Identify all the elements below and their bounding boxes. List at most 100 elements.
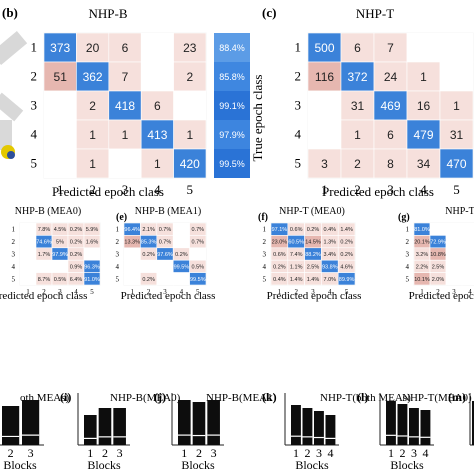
- x-tick-label: 5: [90, 288, 94, 296]
- matrix-cell: [140, 61, 174, 92]
- matrix-cell: [406, 32, 441, 63]
- cell-value: 500: [314, 41, 334, 55]
- cell-value: 8.7%: [38, 277, 51, 283]
- accuracy-cell: [214, 120, 250, 149]
- cell-value: 0.2%: [70, 252, 83, 258]
- y-tick-label: 5: [12, 275, 16, 283]
- x-tick-label: 3: [311, 288, 315, 296]
- cell-value: 8: [387, 157, 394, 171]
- matrix-cell: [35, 259, 53, 273]
- x-tick-label: 3: [211, 446, 217, 460]
- matrix-cell: [108, 119, 142, 150]
- x-tick-label: 3: [411, 446, 417, 460]
- accuracy-value: 99.1%: [219, 101, 245, 111]
- x-tick-label: 2: [102, 446, 108, 460]
- cell-value: 20.1%: [414, 240, 430, 246]
- y-axis-label: True epoch class: [250, 75, 265, 162]
- cell-value: 0.6%: [290, 227, 303, 233]
- arm-shape: [0, 92, 24, 122]
- cell-value: 1: [354, 128, 361, 142]
- x-tick-label: 3: [28, 446, 34, 460]
- cell-value: 96.4%: [124, 227, 140, 233]
- matrix-cell: [76, 148, 110, 179]
- matrix-cell: [445, 259, 463, 273]
- accuracy-cell: [214, 149, 250, 178]
- x-tick-label: 4: [180, 288, 184, 296]
- accuracy-value: 97.9%: [219, 130, 245, 140]
- cell-value: 0.5%: [192, 264, 205, 270]
- x-tick-label: 3: [58, 288, 62, 296]
- cell-value: 2.2%: [416, 264, 429, 270]
- cell-value: 10.8%: [430, 252, 446, 258]
- y-tick-label: 4: [406, 263, 410, 271]
- cell-value: 88.2%: [305, 252, 321, 258]
- matrix-cell: [445, 247, 463, 261]
- cell-value: 1: [154, 157, 161, 171]
- cell-value: 7: [122, 70, 129, 84]
- cell-value: 96.3%: [84, 264, 100, 270]
- matrix-cell: [172, 222, 190, 236]
- cell-value: 72.9%: [430, 240, 446, 246]
- matrix-cell: [461, 272, 474, 286]
- y-tick-label: 5: [116, 275, 120, 283]
- y-tick-label: 2: [31, 69, 38, 84]
- matrix-cell: [439, 90, 474, 121]
- y-tick-label: 5: [406, 275, 410, 283]
- cell-value: 1: [89, 128, 96, 142]
- x-tick-label: 5: [196, 288, 200, 296]
- confusion-matrix: 96.4% 2.1% 0.7% 0.7%13.3% 85.3% 0.7% 0.7%0.2% 9…: [116, 206, 216, 302]
- matrix-cell: [189, 272, 207, 286]
- cell-value: 10.1%: [414, 277, 430, 283]
- cell-value: 0.5%: [54, 277, 67, 283]
- matrix-cell: [43, 119, 77, 150]
- cell-value: 0.2%: [70, 227, 83, 233]
- bar: [291, 405, 301, 445]
- cell-value: 0.2%: [340, 252, 353, 258]
- matrix-cell: [156, 272, 174, 286]
- bar: [302, 408, 313, 445]
- x-tick-label: 3: [122, 182, 129, 197]
- cell-value: 1.4%: [307, 277, 320, 283]
- x-tick-label: 2: [42, 288, 46, 296]
- accuracy-cell: [214, 33, 250, 62]
- cell-value: 31: [351, 99, 365, 113]
- y-tick-label: 4: [263, 263, 267, 271]
- cell-value: 0.2%: [307, 227, 320, 233]
- cell-value: 0.7%: [192, 240, 205, 246]
- panel-label: (g): [398, 212, 410, 223]
- arm-shape: [0, 30, 28, 66]
- x-axis-label: Predicted epoch class: [409, 290, 474, 302]
- matrix-cell: [373, 119, 408, 150]
- cell-value: 116: [315, 70, 334, 84]
- cell-value: 0.2%: [70, 240, 83, 246]
- cell-value: 24: [384, 70, 398, 84]
- x-tick-label: 3: [117, 446, 123, 460]
- matrix-cell: [173, 148, 207, 179]
- panel-title: NHP-T(MEA0): [402, 392, 472, 404]
- cell-value: 7.0%: [324, 277, 337, 283]
- cell-value: 60.5%: [288, 240, 304, 246]
- x-tick-label: 2: [89, 182, 96, 197]
- bar: [472, 401, 474, 445]
- cell-value: 0.6%: [273, 252, 286, 258]
- matrix-cell: [108, 90, 142, 121]
- y-tick-label: 2: [263, 238, 267, 246]
- matrix-cell: [43, 148, 77, 179]
- matrix-cell: [307, 119, 342, 150]
- matrix-cell: [439, 32, 474, 63]
- bar: [314, 411, 324, 445]
- y-tick-label: 3: [295, 98, 302, 113]
- x-axis-label: Predicted epoch class: [121, 290, 216, 302]
- matrix-cell: [406, 119, 441, 150]
- y-tick-label: 2: [406, 238, 410, 246]
- y-tick-label: 3: [406, 251, 410, 259]
- cell-value: 7.8%: [38, 227, 51, 233]
- x-tick-label: 4: [422, 446, 428, 460]
- panel-title: NHP-T: [356, 6, 394, 21]
- cell-value: 2.5%: [307, 264, 320, 270]
- x-tick-label: 5: [187, 182, 194, 197]
